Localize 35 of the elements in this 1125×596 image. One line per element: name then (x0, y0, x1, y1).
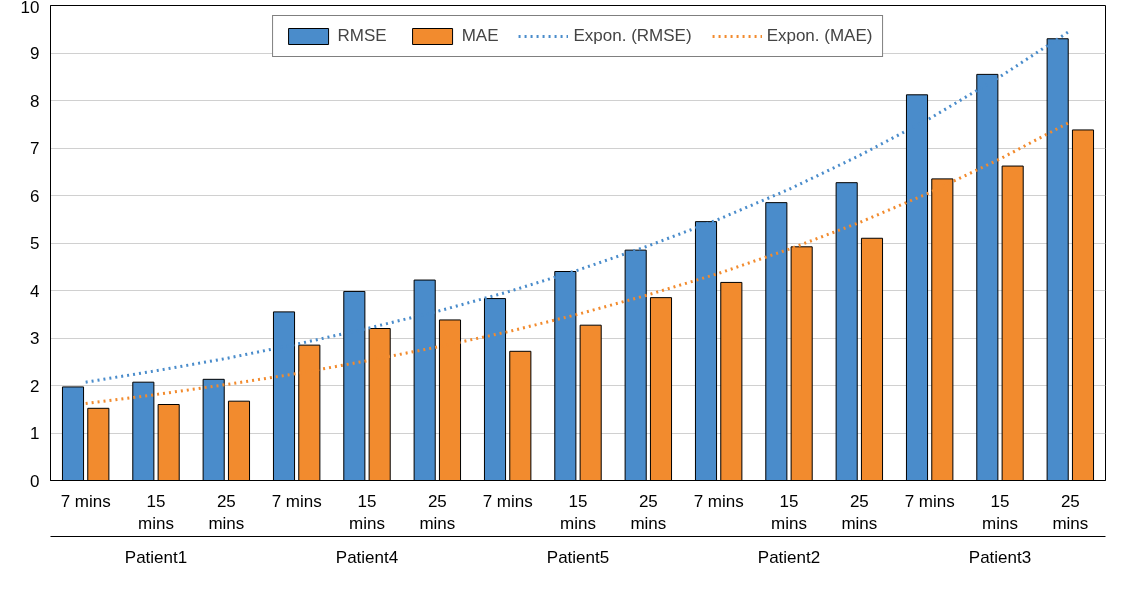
text: Patient3 (968, 547, 1032, 567)
x-tick-label: 15 mins (982, 491, 1018, 534)
y-tick-label: 4 (30, 281, 40, 301)
x-tick-label: 7 mins (60, 491, 111, 511)
x-tick-label: 7 mins (271, 491, 322, 511)
x-tick-label: 25 mins (208, 491, 245, 534)
text: Patient5 (546, 547, 610, 567)
x-tick-label: 15 mins (771, 491, 807, 534)
x-tick-label: 7 mins (693, 491, 744, 511)
x-tick-label: 15 mins (560, 491, 596, 534)
x-tick-label: 7 mins (482, 491, 533, 511)
text: Patient1 (124, 547, 188, 567)
y-tick-label: 1 (30, 424, 40, 443)
x-tick-label: 15 mins (349, 491, 385, 534)
x-tick-label: 25 mins (419, 491, 456, 534)
y-tick-label: 8 (30, 91, 40, 111)
y-tick-label: 6 (30, 186, 40, 206)
legend-label: Expon. (RMSE) (573, 26, 692, 46)
x-tick-label: 25 mins (841, 491, 878, 534)
legend-label: RMSE (337, 26, 387, 46)
y-tick-label: 3 (30, 329, 40, 348)
text: Patient2 (757, 547, 821, 567)
x-tick-label: 7 mins (904, 491, 955, 511)
y-tick-label: 7 (30, 139, 40, 158)
x-tick-label: 15 mins (138, 491, 174, 534)
y-tick-label: 10 (20, 0, 40, 17)
y-tick-label: 5 (30, 234, 40, 253)
x-tick-label: 25 mins (1052, 491, 1089, 534)
legend-label: Expon. (MAE) (766, 26, 873, 46)
y-tick-label: 0 (30, 471, 40, 491)
y-tick-label: 2 (30, 376, 40, 396)
text: Patient4 (335, 547, 399, 567)
legend-label: MAE (461, 26, 499, 46)
x-tick-label: 25 mins (630, 491, 667, 534)
y-tick-label: 9 (30, 44, 40, 63)
